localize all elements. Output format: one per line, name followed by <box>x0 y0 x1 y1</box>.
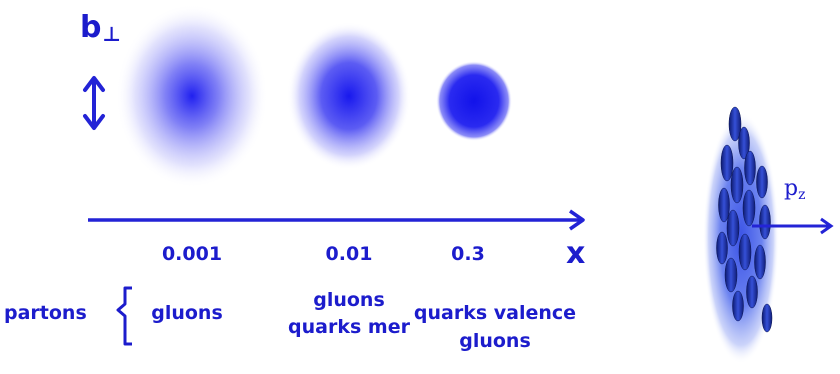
partons-bracket <box>116 286 132 346</box>
b-perp-double-arrow <box>83 76 105 130</box>
column-03-line-2: gluons <box>459 330 531 352</box>
partons-label: partons <box>4 302 87 324</box>
x-axis-label: x <box>566 236 586 271</box>
b-perp-label: b⊥ <box>80 10 121 46</box>
tick-001: 0.01 <box>325 243 373 265</box>
tick-03: 0.3 <box>451 243 485 265</box>
partons-cluster <box>716 106 773 333</box>
pz-arrow <box>752 217 834 235</box>
pz-label: pz <box>784 176 806 203</box>
blob-x-0001 <box>116 4 268 188</box>
column-001-line-1: gluons <box>313 289 385 311</box>
column-0001-gluons: gluons <box>151 302 223 324</box>
tick-0001: 0.001 <box>161 243 223 265</box>
blob-x-03 <box>436 61 512 141</box>
column-03-line-1: quarks valence <box>413 302 577 324</box>
column-001-line-2: quarks mer <box>288 316 410 338</box>
x-axis-arrow <box>88 209 585 231</box>
proton <box>703 106 834 364</box>
blob-x-001 <box>287 22 411 170</box>
